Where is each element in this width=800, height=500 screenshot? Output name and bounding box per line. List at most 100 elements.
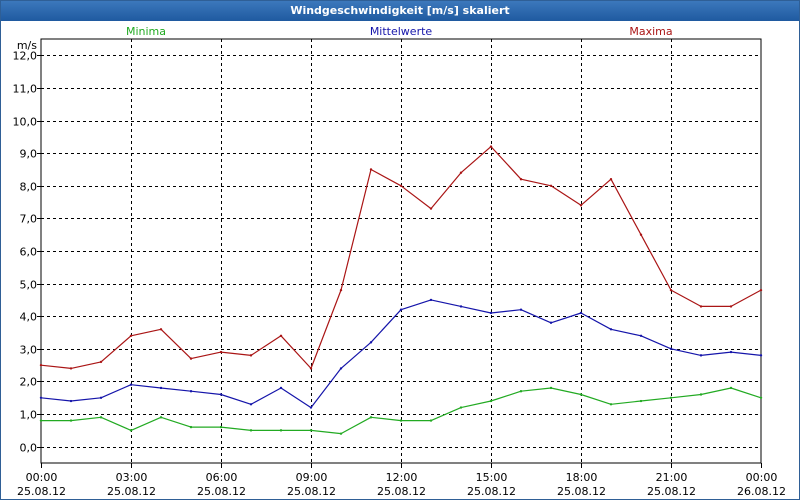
data-point-mittelwerte <box>159 386 163 390</box>
x-tick-time: 00:00 <box>26 471 58 484</box>
data-point-minima <box>459 406 463 409</box>
data-point-minima <box>699 393 703 396</box>
data-point-mittelwerte <box>69 399 73 403</box>
data-point-mittelwerte <box>549 321 553 324</box>
y-axis-label: m/s <box>17 39 37 52</box>
y-tick-label: 8,0 <box>20 181 38 194</box>
x-tick-time: 09:00 <box>296 471 328 484</box>
data-point-minima <box>309 429 313 432</box>
data-point-mittelwerte <box>369 341 373 344</box>
data-point-minima <box>429 419 433 422</box>
y-tick-label: 11,0 <box>13 83 38 96</box>
data-point-maxima <box>699 305 703 308</box>
y-tick-label: 1,0 <box>20 409 38 422</box>
data-point-minima <box>339 432 343 435</box>
data-point-mittelwerte <box>99 396 103 399</box>
data-point-mittelwerte <box>609 328 613 331</box>
data-point-mittelwerte <box>279 386 283 390</box>
x-tick-date: 25.08.12 <box>557 485 606 498</box>
data-point-maxima <box>99 360 103 364</box>
data-point-mittelwerte <box>699 354 703 357</box>
data-point-minima <box>669 396 673 399</box>
window-title: Windgeschwindigkeit [m/s] skaliert <box>1 1 799 21</box>
data-point-mittelwerte <box>759 354 763 357</box>
y-tick-label: 2,0 <box>20 376 38 389</box>
data-point-mittelwerte <box>459 305 463 308</box>
data-point-minima <box>249 429 253 432</box>
data-point-maxima <box>39 363 43 367</box>
x-tick-time: 06:00 <box>206 471 238 484</box>
y-tick-label: 12,0 <box>13 50 38 63</box>
legend-minima: Minima <box>126 25 166 38</box>
x-tick-date: 26.08.12 <box>737 485 786 498</box>
data-point-minima <box>639 399 643 403</box>
y-tick-label: 4,0 <box>20 311 38 324</box>
x-tick-date: 25.08.12 <box>377 485 426 498</box>
data-point-minima <box>39 419 43 422</box>
data-point-maxima <box>129 334 133 337</box>
data-point-mittelwerte <box>129 383 133 386</box>
y-tick-label: 7,0 <box>20 213 38 226</box>
y-tick-label: 3,0 <box>20 344 38 357</box>
x-tick-date: 25.08.12 <box>17 485 66 498</box>
data-point-mittelwerte <box>249 403 253 406</box>
data-point-minima <box>579 393 583 396</box>
data-point-minima <box>759 396 763 399</box>
x-tick-date: 25.08.12 <box>287 485 336 498</box>
y-tick-label: 6,0 <box>20 246 38 259</box>
data-point-minima <box>519 390 523 393</box>
data-point-maxima <box>399 184 403 187</box>
data-point-minima <box>279 429 283 432</box>
data-point-minima <box>159 416 163 419</box>
data-point-minima <box>369 416 373 419</box>
data-point-maxima <box>69 367 73 370</box>
data-point-mittelwerte <box>519 308 523 311</box>
y-tick-label: 9,0 <box>20 148 38 161</box>
data-point-maxima <box>489 145 493 148</box>
data-point-minima <box>69 419 73 422</box>
data-point-maxima <box>549 184 553 187</box>
x-tick-date: 25.08.12 <box>647 485 696 498</box>
x-tick-time: 18:00 <box>566 471 598 484</box>
legend-maxima: Maxima <box>629 25 672 38</box>
data-point-minima <box>219 425 223 429</box>
data-point-minima <box>399 419 403 422</box>
data-point-mittelwerte <box>669 347 673 351</box>
data-point-minima <box>549 386 553 390</box>
x-tick-date: 25.08.12 <box>107 485 156 498</box>
data-point-mittelwerte <box>189 390 193 393</box>
data-point-maxima <box>429 207 433 210</box>
data-point-mittelwerte <box>219 393 223 396</box>
data-point-maxima <box>279 334 283 337</box>
data-point-mittelwerte <box>309 406 313 409</box>
data-point-maxima <box>249 354 253 357</box>
data-point-mittelwerte <box>429 298 433 302</box>
legend-mittelwerte: Mittelwerte <box>370 25 433 38</box>
data-point-minima <box>489 399 493 403</box>
data-point-minima <box>129 429 133 432</box>
x-tick-time: 00:00 <box>746 471 778 484</box>
data-point-maxima <box>339 288 343 292</box>
data-point-maxima <box>609 178 613 181</box>
x-tick-date: 25.08.12 <box>197 485 246 498</box>
data-point-maxima <box>759 288 763 292</box>
data-point-maxima <box>369 168 373 171</box>
data-point-minima <box>189 425 193 429</box>
data-point-mittelwerte <box>399 308 403 311</box>
data-point-minima <box>99 416 103 419</box>
data-point-maxima <box>189 357 193 360</box>
y-tick-label: 0,0 <box>20 442 38 455</box>
data-point-maxima <box>459 171 463 174</box>
data-point-maxima <box>639 233 643 236</box>
data-point-mittelwerte <box>639 334 643 337</box>
data-point-maxima <box>519 178 523 181</box>
data-point-mittelwerte <box>339 367 343 370</box>
data-point-maxima <box>579 204 583 207</box>
x-tick-time: 03:00 <box>116 471 148 484</box>
data-point-maxima <box>669 288 673 292</box>
data-point-minima <box>729 386 733 390</box>
x-tick-time: 15:00 <box>476 471 508 484</box>
data-point-mittelwerte <box>489 311 493 315</box>
